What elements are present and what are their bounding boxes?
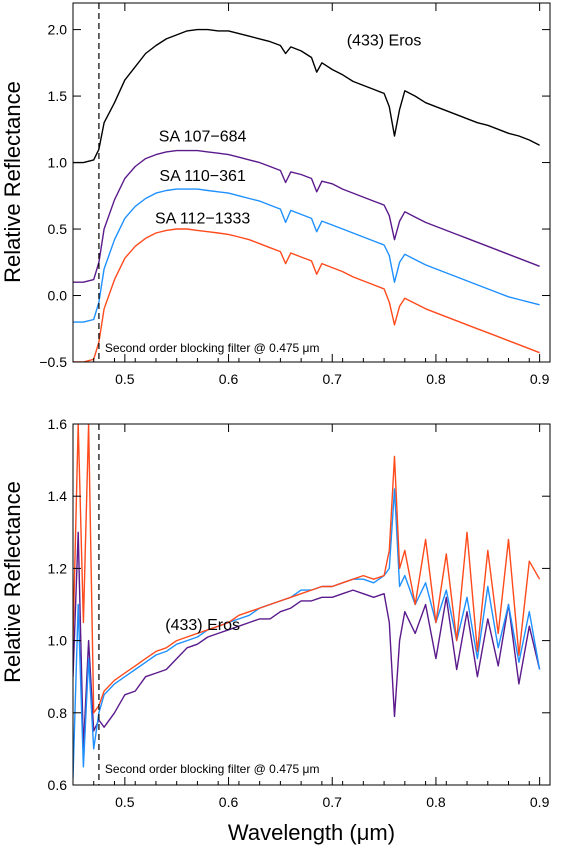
y-axis-label: Relative Reflectance [0,81,25,283]
series-annotation: (433) Eros [165,617,240,634]
series-line-1 [73,488,541,778]
y-tick-label: 1.6 [48,416,68,432]
series-annotation: (433) Eros [347,33,422,50]
y-tick-label: 1.0 [48,633,68,649]
series-line-1 [73,149,540,283]
series-annotation: SA 110−361 [159,168,246,185]
y-tick-label: 1.2 [48,560,68,576]
y-tick-label: 2.0 [48,22,68,38]
y-tick-label: 0.0 [48,288,68,304]
x-tick-label: 0.5 [115,794,135,810]
x-tick-label: 0.6 [219,794,239,810]
series-group [73,28,540,362]
x-tick-label: 0.8 [426,794,446,810]
y-tick-label: 0.5 [48,221,68,237]
x-tick-label: 0.7 [323,794,343,810]
series-line-2 [73,424,541,714]
series-line-3 [73,228,540,362]
plot-frame [72,2,551,363]
series-group [73,424,541,778]
series-line-0 [73,28,540,164]
series-annotation: SA 112−1333 [155,211,250,228]
x-axis-label: Wavelength (μm) [228,820,395,845]
plot-frame [72,423,551,786]
series-line-2 [73,188,540,323]
y-tick-label: 1.4 [48,488,68,504]
y-axis-label: Relative Reflectance [0,481,25,683]
bottom-panel: Second order blocking filter @ 0.475 μm 0… [0,416,551,845]
y-tick-label: 0.8 [48,705,68,721]
x-tick-label: 0.5 [115,371,135,387]
y-tick-label: 1.0 [48,155,68,171]
blocking-filter-label: Second order blocking filter @ 0.475 μm [105,762,320,776]
series-line-0 [73,531,541,750]
x-tick-label: 0.9 [530,371,550,387]
x-tick-label: 0.9 [530,794,550,810]
y-tick-label: 1.5 [48,88,68,104]
series-annotation: SA 107−684 [159,128,247,145]
top-panel: Second order blocking filter @ 0.475 μm 0… [0,2,551,387]
x-tick-label: 0.6 [219,371,239,387]
x-tick-label: 0.8 [426,371,446,387]
blocking-filter-label: Second order blocking filter @ 0.475 μm [105,341,320,355]
y-tick-label: −0.5 [39,354,67,370]
y-tick-label: 0.6 [48,777,68,793]
x-tick-label: 0.7 [323,371,343,387]
